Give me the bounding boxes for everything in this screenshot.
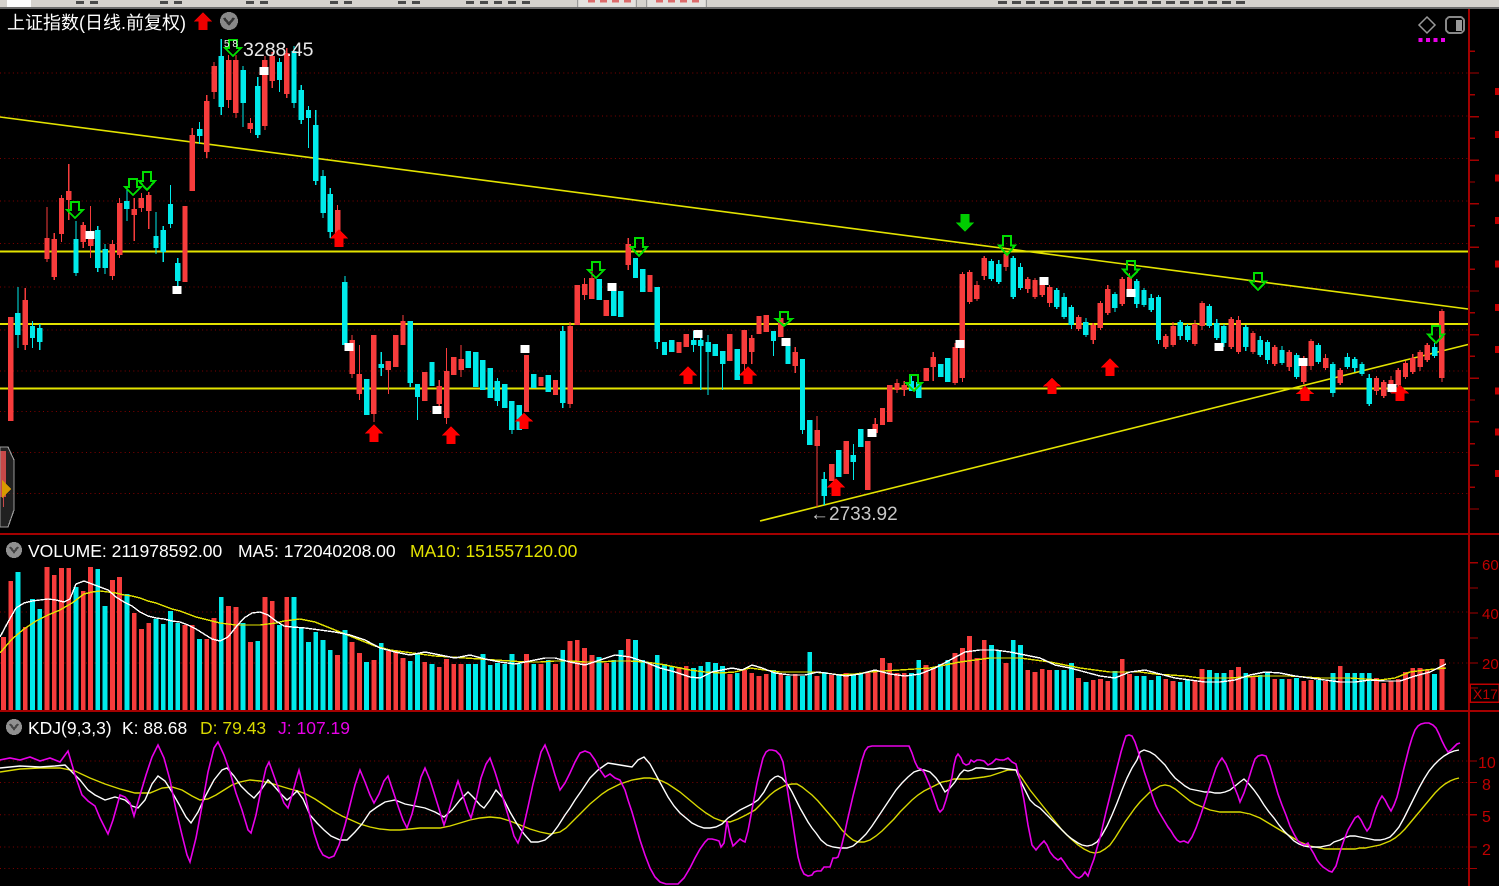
svg-text:60: 60 <box>1482 557 1499 574</box>
svg-text:20: 20 <box>1482 656 1499 673</box>
svg-text:D: 79.43: D: 79.43 <box>200 718 266 738</box>
svg-text:上证指数(日线.前复权): 上证指数(日线.前复权) <box>7 13 186 33</box>
svg-text:X17: X17 <box>1473 686 1498 702</box>
svg-text:5: 5 <box>1482 809 1491 826</box>
svg-text:MA5: 172040208.00: MA5: 172040208.00 <box>238 541 396 561</box>
svg-text:8: 8 <box>1482 777 1491 794</box>
svg-text:2: 2 <box>1482 842 1491 859</box>
svg-text:MA10: 151557120.00: MA10: 151557120.00 <box>410 541 578 561</box>
svg-text:←2733.92: ←2733.92 <box>810 504 898 525</box>
svg-text:5 8: 5 8 <box>224 39 238 50</box>
svg-text:KDJ(9,3,3): KDJ(9,3,3) <box>28 718 112 738</box>
svg-text:VOLUME: 211978592.00: VOLUME: 211978592.00 <box>28 541 223 561</box>
svg-text:10: 10 <box>1478 755 1496 772</box>
svg-text:3288.45: 3288.45 <box>243 39 314 61</box>
svg-text:40: 40 <box>1482 606 1499 623</box>
svg-text:K: 88.68: K: 88.68 <box>122 718 187 738</box>
svg-text:J: 107.19: J: 107.19 <box>278 718 350 738</box>
